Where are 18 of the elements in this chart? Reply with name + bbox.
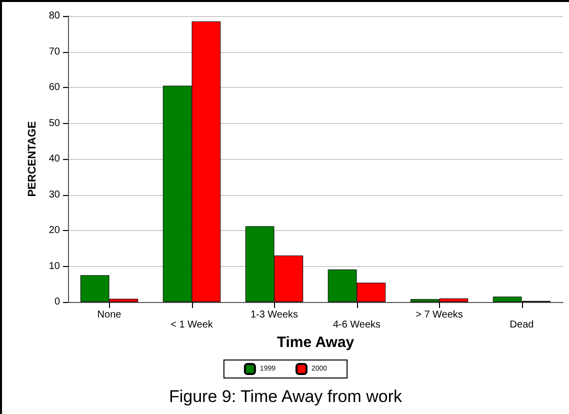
x-tick-label: < 1 Week <box>170 320 214 330</box>
y-tick-label: 70 <box>48 46 60 58</box>
x-tick-label: None <box>97 310 122 320</box>
y-tick-label: 20 <box>48 225 60 236</box>
x-axis-title: Time Away <box>276 334 355 351</box>
x-tick-label: > 7 Weeks <box>416 310 463 320</box>
y-tick-label: 30 <box>48 189 60 200</box>
y-tick-label: 50 <box>48 118 60 129</box>
y-tick-label: 80 <box>48 10 60 22</box>
x-tick-label: 1-3 Weeks <box>250 310 298 320</box>
y-tick-label: 10 <box>48 260 60 272</box>
y-axis-title: PERCENTAGE <box>26 121 38 197</box>
text: Figure 9: Time Away from work <box>168 387 403 406</box>
x-tick-label: 4-6 Weeks <box>332 320 381 330</box>
y-tick-label: 60 <box>48 82 60 93</box>
x-tick-label: Dead <box>510 320 534 330</box>
y-tick-label: 0 <box>54 296 60 308</box>
y-tick-label: 40 <box>48 154 60 164</box>
